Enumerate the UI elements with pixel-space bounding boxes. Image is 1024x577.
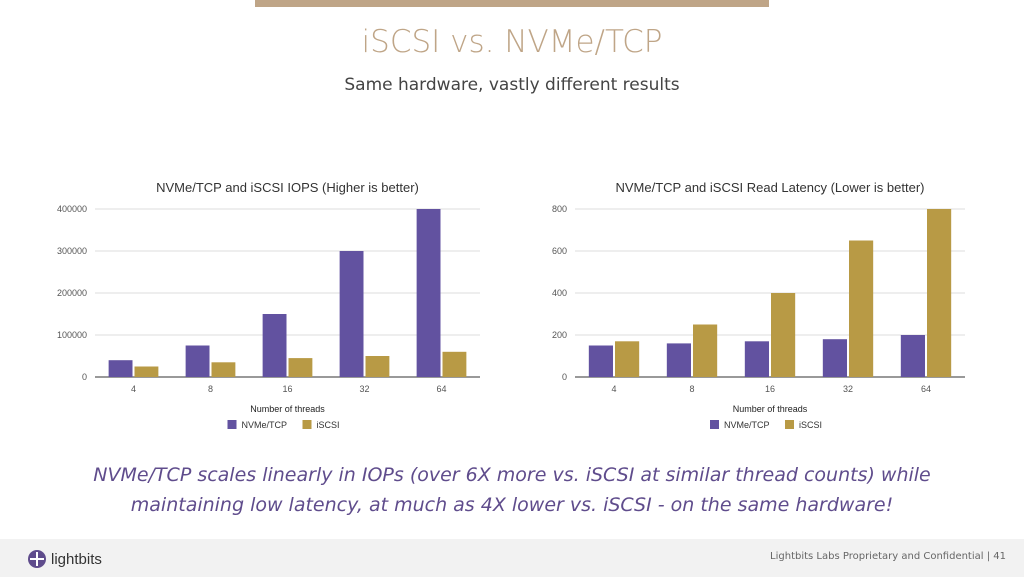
legend-label-iscsi: iSCSI (317, 420, 340, 430)
bar-nvme-16 (744, 341, 769, 377)
x-axis-label: Number of threads (733, 404, 808, 414)
logo-text: lightbits (51, 550, 102, 568)
legend-label-nvme: NVMe/TCP (724, 420, 770, 430)
bar-nvme-8 (185, 345, 210, 377)
chart-title: NVMe/TCP and iSCSI Read Latency (Lower i… (615, 180, 924, 195)
latency-chart: NVMe/TCP and iSCSI Read Latency (Lower i… (552, 180, 965, 430)
footer: lightbits Lightbits Labs Proprietary and… (0, 539, 1024, 577)
bar-iscsi-32 (849, 240, 874, 377)
y-tick-label: 400000 (57, 204, 87, 214)
x-tick-label: 64 (921, 384, 931, 394)
y-tick-label: 300000 (57, 246, 87, 256)
legend-label-iscsi: iSCSI (799, 420, 822, 430)
chart-title: NVMe/TCP and iSCSI IOPS (Higher is bette… (156, 180, 419, 195)
x-tick-label: 8 (689, 384, 694, 394)
caption-line-1: NVMe/TCP scales linearly in IOPs (over 6… (93, 464, 931, 486)
bar-nvme-64 (900, 335, 925, 377)
iops-chart: NVMe/TCP and iSCSI IOPS (Higher is bette… (57, 180, 480, 430)
legend-label-nvme: NVMe/TCP (242, 420, 288, 430)
bar-iscsi-64 (927, 209, 952, 377)
x-axis-label: Number of threads (250, 404, 325, 414)
bar-nvme-32 (339, 251, 364, 377)
y-tick-label: 800 (552, 204, 567, 214)
bar-nvme-8 (666, 343, 691, 377)
slide-caption: NVMe/TCP scales linearly in IOPs (over 6… (60, 460, 964, 520)
top-accent-bar (255, 0, 769, 7)
bar-nvme-4 (588, 345, 613, 377)
y-tick-label: 400 (552, 288, 567, 298)
bar-iscsi-4 (134, 366, 159, 377)
bar-iscsi-64 (442, 351, 467, 377)
y-tick-label: 600 (552, 246, 567, 256)
legend-swatch-nvme (227, 420, 237, 429)
bar-iscsi-8 (211, 362, 236, 377)
x-tick-label: 32 (359, 384, 369, 394)
x-tick-label: 64 (436, 384, 446, 394)
bar-iscsi-8 (693, 324, 718, 377)
x-tick-label: 8 (208, 384, 213, 394)
legend-swatch-nvme (710, 420, 719, 429)
y-tick-label: 200 (552, 330, 567, 340)
footer-confidential-text: Lightbits Labs Proprietary and Confident… (770, 551, 1006, 562)
slide-title: iSCSI vs. NVMe/TCP (361, 24, 663, 60)
bar-iscsi-16 (771, 293, 796, 377)
y-tick-label: 100000 (57, 330, 87, 340)
bar-iscsi-4 (615, 341, 640, 377)
caption-line-2: maintaining low latency, at much as 4X l… (130, 494, 894, 516)
x-tick-label: 32 (843, 384, 853, 394)
x-tick-label: 4 (611, 384, 616, 394)
y-tick-label: 200000 (57, 288, 87, 298)
legend-swatch-iscsi (785, 420, 794, 429)
lightbits-logo-icon (28, 550, 46, 568)
y-tick-label: 0 (82, 372, 87, 382)
legend-swatch-iscsi (302, 420, 312, 429)
x-tick-label: 16 (282, 384, 292, 394)
bar-iscsi-16 (288, 358, 313, 377)
bar-nvme-16 (262, 314, 287, 377)
bar-nvme-64 (416, 209, 441, 377)
company-logo: lightbits (27, 548, 102, 570)
y-tick-label: 0 (562, 372, 567, 382)
x-tick-label: 4 (131, 384, 136, 394)
bar-nvme-4 (108, 360, 133, 377)
slide-subtitle: Same hardware, vastly different results (344, 75, 680, 95)
bar-nvme-32 (822, 339, 847, 377)
x-tick-label: 16 (765, 384, 775, 394)
bar-iscsi-32 (365, 356, 390, 377)
